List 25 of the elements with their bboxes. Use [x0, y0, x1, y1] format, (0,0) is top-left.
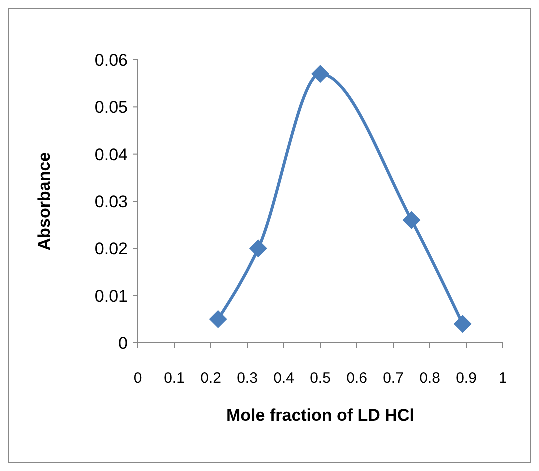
x-tick-label: 0.4 — [274, 370, 294, 387]
x-axis-title: Mole fraction of LD HCl — [226, 406, 414, 425]
point — [209, 310, 228, 328]
x-tick-label: 0 — [134, 370, 142, 387]
y-tick-label: 0.05 — [94, 98, 128, 118]
y-axis-title: Absorbance — [35, 152, 54, 251]
x-tick-label: 0.5 — [310, 370, 331, 387]
x-tick-label: 0.7 — [383, 370, 404, 387]
y-tick-label: 0.04 — [94, 145, 128, 164]
point — [454, 315, 472, 334]
y-tick-label: 0.06 — [94, 50, 128, 70]
x-tick-label: 0.9 — [456, 370, 477, 387]
x-tick-label: 0.3 — [237, 370, 258, 387]
y-tick-label: 0.02 — [94, 240, 128, 259]
x-tick-label: 1 — [498, 370, 508, 387]
x-tick-label: 0.2 — [200, 370, 222, 387]
point — [312, 65, 330, 84]
x-tick-label: 0.6 — [346, 370, 368, 387]
y-tick-label: 0 — [118, 334, 128, 353]
point — [402, 211, 421, 230]
point — [249, 240, 268, 258]
y-tick-label: 0.03 — [94, 192, 128, 212]
x-tick-label: 0.1 — [164, 370, 185, 387]
y-tick-label: 0.01 — [94, 286, 128, 306]
x-tick-label: 0.8 — [420, 370, 440, 387]
